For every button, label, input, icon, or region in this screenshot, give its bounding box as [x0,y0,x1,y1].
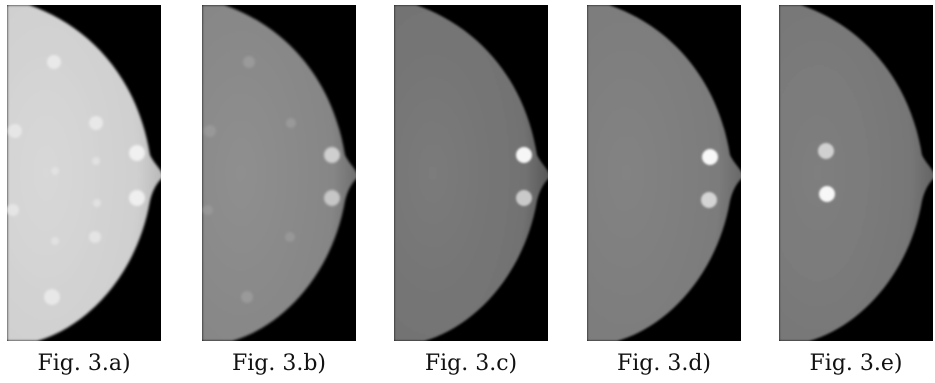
mammogram-image-a [7,5,161,341]
mammogram-image-d [587,5,741,341]
figure-caption-d: Fig. 3.d) [616,351,712,376]
mammogram-image-b [202,5,356,341]
figure-caption-a: Fig. 3.a) [37,351,131,376]
mammogram-image-e [779,5,933,341]
figure-caption-b: Fig. 3.b) [231,351,327,376]
mammogram-image-c [394,5,548,341]
figure-caption-e: Fig. 3.e) [809,351,903,376]
figure-caption-c: Fig. 3.c) [424,351,518,376]
